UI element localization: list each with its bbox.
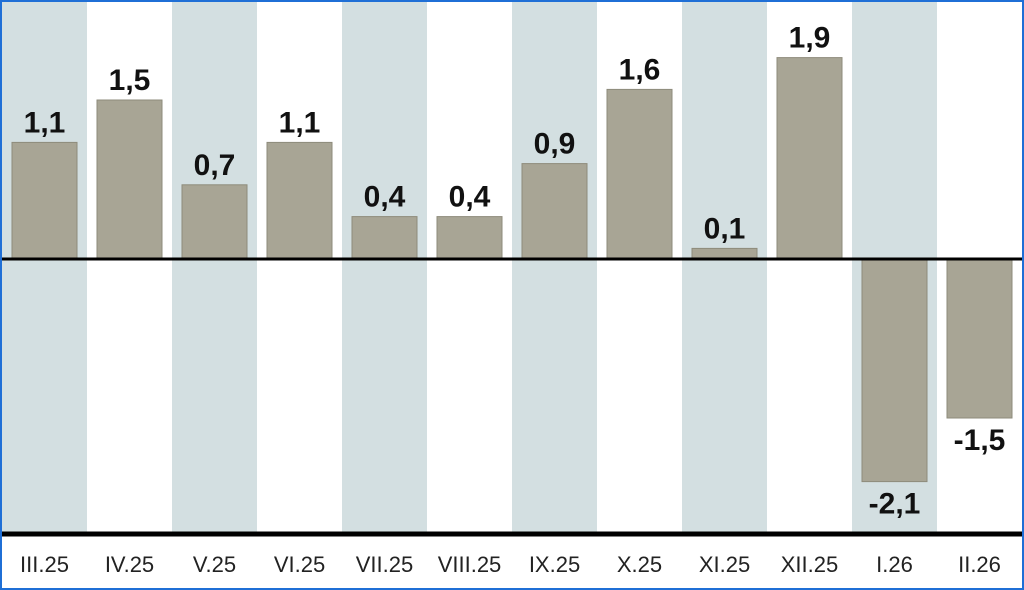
column-band	[512, 2, 597, 532]
bar-I.26	[861, 258, 928, 483]
x-tick-label: VII.25	[356, 552, 413, 577]
value-label: 1,1	[279, 106, 321, 139]
column-bands	[2, 2, 1022, 532]
x-tick-label: IX.25	[529, 552, 580, 577]
value-label: 0,9	[534, 128, 576, 161]
bar-VII.25	[351, 216, 418, 260]
value-label: 1,9	[789, 22, 831, 55]
column-band	[172, 2, 257, 532]
bar-IX.25	[521, 163, 588, 260]
x-tick-label: I.26	[876, 552, 913, 577]
column-band	[342, 2, 427, 532]
x-tick-label: VIII.25	[438, 552, 502, 577]
value-label: 0,1	[704, 212, 746, 245]
bar-II.26	[946, 258, 1013, 419]
x-tick-label: XI.25	[699, 552, 750, 577]
value-label: -2,1	[869, 488, 921, 521]
bar-VI.25	[266, 141, 333, 260]
value-label: -1,5	[954, 424, 1006, 457]
bar-IV.25	[96, 99, 163, 260]
x-tick-label: IV.25	[105, 552, 154, 577]
bar-III.25	[11, 141, 78, 260]
x-tick-label: III.25	[20, 552, 69, 577]
column-band	[2, 2, 87, 532]
column-band	[427, 2, 512, 532]
bar-V.25	[181, 184, 248, 260]
bar-XII.25	[776, 57, 843, 260]
column-band	[257, 2, 342, 532]
x-tick-label: VI.25	[274, 552, 325, 577]
x-tick-label: X.25	[617, 552, 662, 577]
x-tick-labels: III.25 IV.25 V.25 VI.25 VII.25 VIII.25 IX.25 X.…	[20, 552, 1001, 577]
value-label: 0,4	[364, 181, 406, 214]
bar-VIII.25	[436, 216, 503, 260]
bar-X.25	[606, 88, 673, 260]
column-band	[87, 2, 172, 532]
value-label: 0,4	[449, 181, 491, 214]
value-label: 0,7	[194, 149, 236, 182]
value-label: 1,6	[619, 53, 661, 86]
bar-XI.25	[691, 247, 758, 260]
bars	[11, 57, 1013, 483]
x-tick-label: V.25	[193, 552, 236, 577]
column-band	[682, 2, 767, 532]
x-tick-label: II.26	[958, 552, 1001, 577]
value-label: 1,1	[24, 106, 66, 139]
value-label: 1,5	[109, 64, 151, 97]
value-labels: 1,1 1,5 0,7 1,1 0,4 0,4 0,9 1,6 0,1 1,9 -2,1 -1,5	[24, 22, 1006, 521]
x-tick-label: XII.25	[781, 552, 838, 577]
